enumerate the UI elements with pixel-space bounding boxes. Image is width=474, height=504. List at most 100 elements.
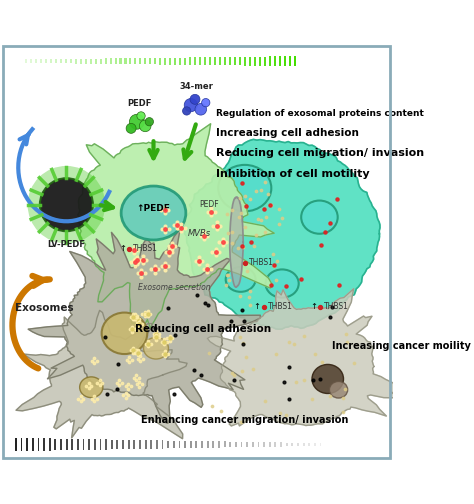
Bar bbox=[30, 59, 32, 63]
Point bbox=[141, 307, 148, 316]
Bar bbox=[55, 59, 57, 64]
Point bbox=[208, 208, 215, 216]
Point bbox=[219, 234, 227, 242]
Bar bbox=[164, 58, 166, 65]
Bar bbox=[60, 59, 62, 64]
Bar bbox=[115, 58, 117, 64]
Point bbox=[150, 333, 158, 341]
Point bbox=[151, 324, 159, 332]
Point bbox=[136, 378, 143, 386]
Point bbox=[266, 201, 274, 209]
Text: LV-PEDF: LV-PEDF bbox=[47, 240, 85, 249]
Point bbox=[153, 333, 160, 341]
Bar bbox=[199, 57, 201, 65]
Point bbox=[136, 383, 143, 391]
Point bbox=[257, 216, 265, 224]
Point bbox=[192, 257, 200, 265]
Bar bbox=[117, 439, 118, 450]
Bar bbox=[280, 443, 282, 447]
Point bbox=[276, 409, 284, 417]
Point bbox=[158, 338, 166, 346]
Point bbox=[168, 245, 176, 254]
Point bbox=[139, 354, 147, 362]
Bar bbox=[234, 57, 236, 66]
Point bbox=[165, 247, 173, 256]
Point bbox=[130, 257, 138, 265]
Bar bbox=[269, 56, 271, 66]
Point bbox=[125, 380, 132, 388]
Bar bbox=[150, 440, 152, 449]
Circle shape bbox=[184, 98, 198, 112]
Point bbox=[145, 337, 152, 345]
Point bbox=[249, 365, 257, 373]
Point bbox=[317, 241, 325, 249]
Bar bbox=[292, 443, 293, 447]
Circle shape bbox=[182, 107, 191, 115]
Point bbox=[144, 310, 151, 318]
Point bbox=[260, 205, 267, 213]
Point bbox=[280, 379, 288, 387]
Point bbox=[161, 203, 169, 211]
Point bbox=[91, 354, 98, 362]
Polygon shape bbox=[208, 289, 407, 426]
Point bbox=[195, 257, 203, 265]
Point bbox=[134, 253, 141, 261]
Point bbox=[134, 313, 141, 321]
Point bbox=[168, 242, 176, 250]
Bar bbox=[209, 57, 211, 65]
Point bbox=[135, 318, 143, 326]
Point bbox=[262, 178, 269, 186]
Bar bbox=[212, 442, 214, 448]
Text: Increasing cell adhesion: Increasing cell adhesion bbox=[216, 128, 359, 138]
Point bbox=[300, 332, 308, 340]
Point bbox=[212, 248, 219, 256]
Bar bbox=[139, 440, 141, 449]
Text: THBS1: THBS1 bbox=[324, 302, 349, 311]
Point bbox=[133, 376, 140, 385]
Point bbox=[216, 238, 223, 246]
Point bbox=[125, 391, 132, 399]
Ellipse shape bbox=[144, 338, 168, 359]
Bar bbox=[128, 440, 129, 449]
Point bbox=[125, 385, 132, 393]
Circle shape bbox=[190, 94, 200, 104]
Point bbox=[129, 346, 137, 354]
Point bbox=[158, 206, 165, 214]
Point bbox=[200, 228, 208, 236]
Point bbox=[208, 211, 215, 219]
Point bbox=[132, 346, 139, 354]
Point bbox=[133, 381, 141, 389]
Point bbox=[134, 259, 142, 267]
Point bbox=[244, 267, 251, 275]
Point bbox=[238, 306, 246, 314]
Point bbox=[145, 342, 152, 350]
Bar bbox=[72, 439, 73, 450]
Bar bbox=[49, 438, 51, 451]
Bar bbox=[50, 59, 52, 63]
Bar bbox=[184, 441, 186, 448]
Point bbox=[260, 303, 268, 311]
Point bbox=[129, 312, 137, 321]
Point bbox=[311, 350, 319, 358]
Point bbox=[164, 206, 172, 214]
Point bbox=[153, 331, 160, 339]
Point bbox=[170, 221, 177, 229]
Bar bbox=[201, 441, 203, 448]
Point bbox=[283, 411, 290, 419]
Point bbox=[134, 260, 141, 268]
Bar bbox=[70, 59, 72, 64]
Point bbox=[80, 395, 87, 403]
Point bbox=[216, 222, 224, 230]
Point bbox=[127, 383, 135, 391]
Point bbox=[133, 371, 140, 380]
Point bbox=[130, 246, 137, 254]
Point bbox=[335, 281, 343, 289]
Point bbox=[339, 408, 346, 416]
Point bbox=[85, 380, 92, 388]
Bar bbox=[82, 439, 84, 450]
Point bbox=[91, 359, 98, 367]
Point bbox=[141, 310, 148, 318]
Point bbox=[88, 356, 96, 364]
Point bbox=[278, 214, 286, 222]
Point bbox=[131, 262, 138, 270]
